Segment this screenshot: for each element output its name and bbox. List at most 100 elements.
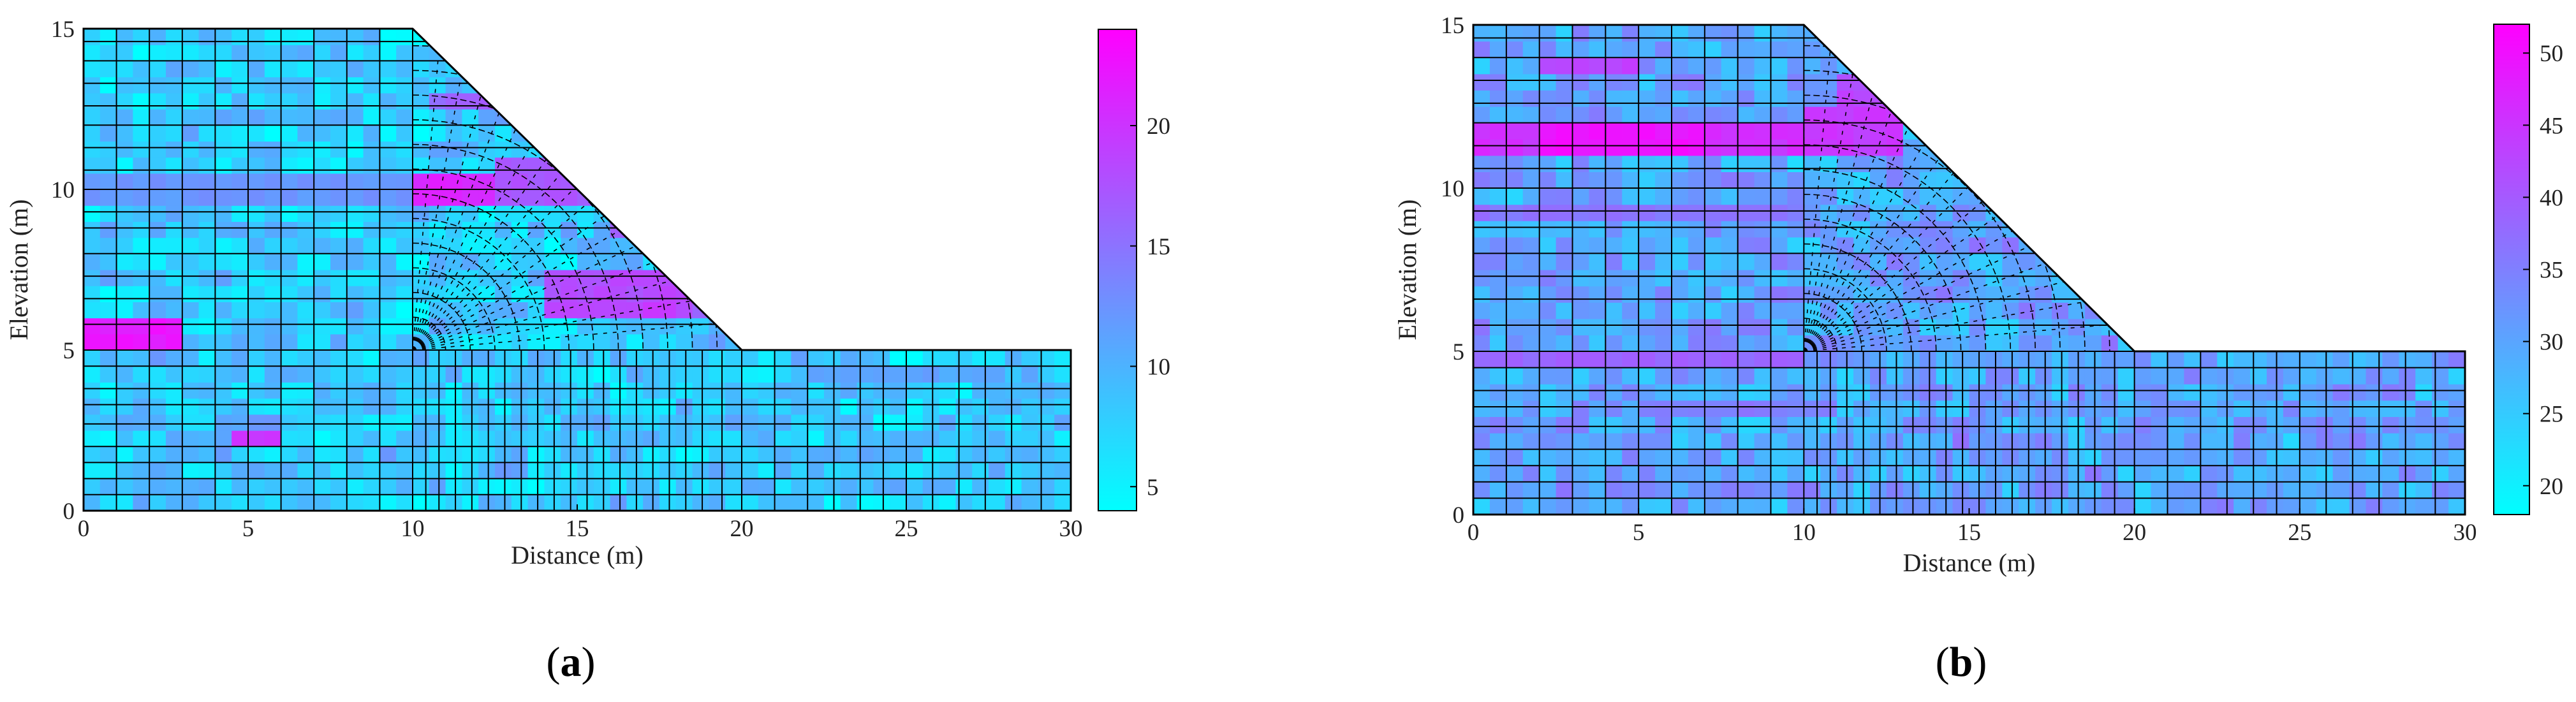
heatmap-cell <box>824 350 841 367</box>
heatmap-cell <box>1589 139 1606 156</box>
heatmap-cell <box>1005 270 1022 286</box>
heatmap-cell <box>1721 498 1739 515</box>
heatmap-cell <box>1770 270 1788 287</box>
heatmap-cell <box>1704 73 1722 91</box>
heatmap-cell <box>906 77 924 94</box>
heatmap-cell <box>2052 367 2069 384</box>
heatmap-cell <box>149 350 166 367</box>
heatmap-cell <box>890 125 907 142</box>
heatmap-cell <box>346 92 364 110</box>
heatmap-cell <box>429 414 446 431</box>
heatmap-cell <box>1688 41 1705 58</box>
heatmap-cell <box>1820 25 1837 42</box>
heatmap-cell <box>1638 57 1656 75</box>
heatmap-cell <box>495 45 512 61</box>
heatmap-cell <box>1770 465 1788 483</box>
heatmap-cell <box>1903 384 1920 401</box>
heatmap-cell <box>2068 106 2086 124</box>
heatmap-cell <box>610 462 627 479</box>
heatmap-cell <box>1737 155 1755 172</box>
heatmap-cell <box>2151 237 2168 254</box>
heatmap-cell <box>363 205 380 222</box>
heatmap-cell <box>1688 204 1705 221</box>
heatmap-cell <box>2299 367 2317 384</box>
x-tick-label: 20 <box>730 516 754 542</box>
heatmap-cell <box>1721 367 1739 384</box>
heatmap-cell <box>2234 172 2251 189</box>
heatmap-cell <box>511 318 529 335</box>
heatmap-cell <box>478 141 496 158</box>
heatmap-cell <box>2217 41 2234 58</box>
heatmap-cell <box>1038 350 1055 367</box>
heatmap-cell <box>330 237 348 254</box>
heatmap-cell <box>182 382 200 399</box>
heatmap-cell <box>774 446 791 463</box>
heatmap-cell <box>1936 302 1954 319</box>
heatmap-cell <box>1754 221 1772 238</box>
heatmap-cell <box>363 430 380 447</box>
heatmap-cell <box>2002 204 2019 221</box>
heatmap-cell <box>824 189 841 206</box>
heatmap-cell <box>1473 302 1490 319</box>
heatmap-cell <box>2101 400 2119 417</box>
heatmap-cell <box>2167 204 2185 221</box>
heatmap-cell <box>1489 57 1507 75</box>
heatmap-cell <box>774 398 791 415</box>
heatmap-cell <box>1985 449 2003 466</box>
heatmap-cell <box>2332 318 2350 335</box>
heatmap-cell <box>116 302 133 319</box>
heatmap-cell <box>1655 172 1672 189</box>
heatmap-cell <box>379 29 397 45</box>
heatmap-cell <box>84 302 101 319</box>
heatmap-cell <box>692 109 709 126</box>
heatmap-cell <box>2167 25 2185 42</box>
heatmap-cell <box>363 77 380 94</box>
heatmap-cell <box>774 382 791 399</box>
heatmap-cell <box>2002 465 2019 483</box>
heatmap-cell <box>1638 335 1656 352</box>
heatmap-cell <box>1688 465 1705 483</box>
heatmap-cell <box>725 382 742 399</box>
heatmap-cell <box>2234 400 2251 417</box>
heatmap-cell <box>2084 237 2102 254</box>
mesh-lines-a <box>84 29 1071 511</box>
heatmap-cell <box>2234 498 2251 515</box>
heatmap-cell <box>2052 481 2069 499</box>
heatmap-cell <box>346 157 364 174</box>
heatmap-cell <box>2068 188 2086 205</box>
heatmap-cell <box>2283 416 2300 434</box>
heatmap-cell <box>1985 253 2003 270</box>
heatmap-cell <box>2035 433 2052 450</box>
heatmap-cell <box>1804 253 1821 270</box>
heatmap-cell <box>281 92 298 110</box>
heatmap-cell <box>396 237 413 254</box>
heatmap-cell <box>1936 433 1954 450</box>
heatmap-cell <box>1572 253 1590 270</box>
heatmap-cell <box>1853 122 1871 140</box>
heatmap-cell <box>1655 286 1672 303</box>
heatmap-cell <box>1754 73 1772 91</box>
heatmap-cell <box>264 302 282 319</box>
heatmap-cell <box>972 45 989 61</box>
heatmap-cell <box>1804 400 1821 417</box>
heatmap-cell <box>2399 286 2416 303</box>
heatmap-cell <box>939 494 956 511</box>
heatmap-cell <box>215 414 232 431</box>
heatmap-cell <box>791 318 808 335</box>
heatmap-cell <box>215 462 232 479</box>
heatmap-cell <box>906 398 924 415</box>
heatmap-cell <box>577 414 594 431</box>
heatmap-cell <box>1969 155 1987 172</box>
colorbar-tick-label: 45 <box>2540 113 2563 139</box>
heatmap-cell <box>1473 351 1490 369</box>
heatmap-cell <box>2366 416 2383 434</box>
heatmap-cell <box>248 286 265 302</box>
heatmap-cell <box>939 286 956 302</box>
heatmap-cell <box>1837 465 1854 483</box>
heatmap-cell <box>643 237 660 254</box>
heatmap-cell <box>232 125 249 142</box>
heatmap-cell <box>807 462 825 479</box>
heatmap-cell <box>2200 41 2218 58</box>
heatmap-cell <box>1919 221 1937 238</box>
heatmap-cell <box>2084 465 2102 483</box>
